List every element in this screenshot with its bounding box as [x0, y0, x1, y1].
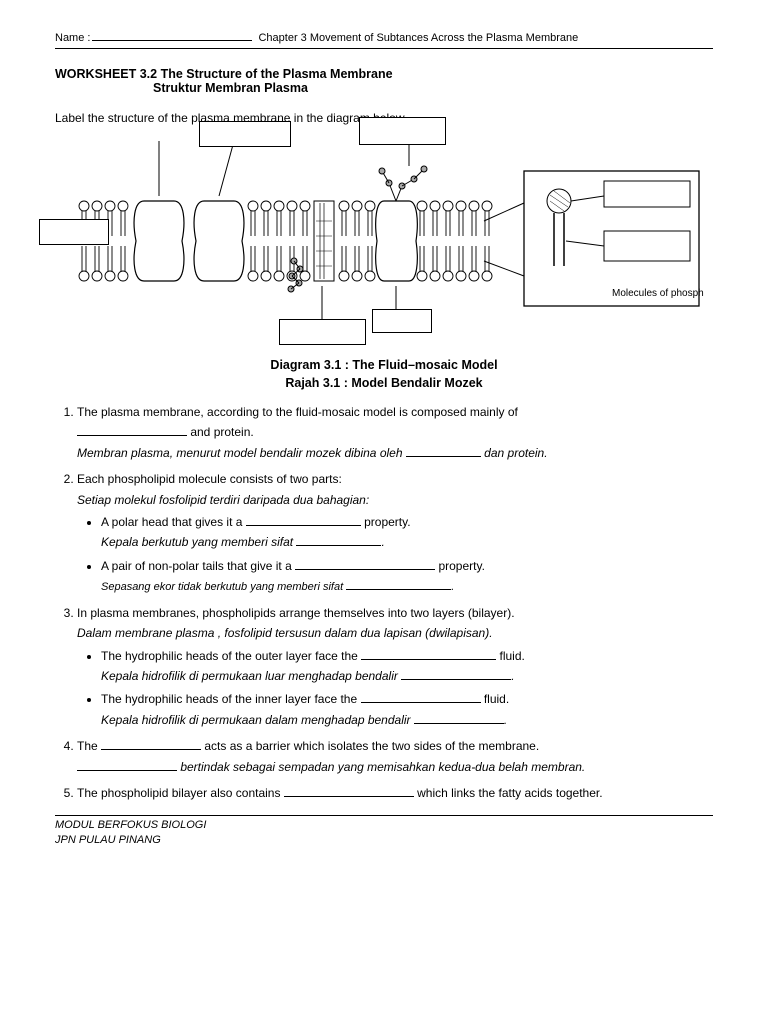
q4-blank[interactable] [101, 738, 201, 750]
q1-blank[interactable] [77, 425, 187, 437]
label-box-top-2[interactable] [359, 117, 446, 145]
caption-en: Diagram 3.1 : The Fluid–mosaic Model [55, 357, 713, 375]
q2b2-blank[interactable] [295, 558, 435, 570]
footer: MODUL BERFOKUS BIOLOGI JPN PULAU PINANG [55, 818, 713, 847]
label-box-top-1[interactable] [199, 121, 291, 147]
q1-blank-ms[interactable] [406, 445, 481, 457]
footer-rule [55, 815, 713, 816]
membrane-diagram: Molecules of phospholipid (function(){ c… [64, 131, 704, 351]
q5-blank[interactable] [284, 785, 414, 797]
worksheet-subtitle: Struktur Membran Plasma [153, 81, 713, 95]
label-box-left[interactable] [39, 219, 109, 245]
q3: In plasma membranes, phospholipids arran… [77, 603, 713, 730]
q3b1-blank-ms[interactable] [401, 668, 511, 680]
inset-caption: Molecules of phospholipid [612, 288, 704, 299]
q1: The plasma membrane, according to the fl… [77, 402, 713, 463]
q2b1-blank-ms[interactable] [296, 535, 381, 547]
q5: The phospholipid bilayer also contains w… [77, 783, 713, 803]
caption-ms: Rajah 3.1 : Model Bendalir Mozek [55, 375, 713, 393]
question-list: The plasma membrane, according to the fl… [55, 402, 713, 803]
name-input-line[interactable] [92, 30, 252, 41]
worksheet-page: Name : Chapter 3 Movement of Subtances A… [0, 0, 768, 1024]
q3b2-blank[interactable] [361, 692, 481, 704]
q3-bullet-1: The hydrophilic heads of the outer layer… [101, 646, 713, 687]
q2: Each phospholipid molecule consists of t… [77, 469, 713, 597]
label-box-bottom-2[interactable] [372, 309, 432, 333]
footer-line-1: MODUL BERFOKUS BIOLOGI [55, 818, 713, 832]
q3b1-blank[interactable] [361, 648, 496, 660]
q4-blank-ms[interactable] [77, 759, 177, 771]
page-header: Name : Chapter 3 Movement of Subtances A… [55, 30, 713, 44]
q2-bullet-1: A polar head that gives it a property. K… [101, 512, 713, 553]
name-label: Name : [55, 32, 90, 44]
chapter-title: Chapter 3 Movement of Subtances Across t… [258, 32, 578, 44]
header-rule [55, 48, 713, 49]
q2-bullet-2: A pair of non-polar tails that give it a… [101, 556, 713, 597]
q4: The acts as a barrier which isolates the… [77, 736, 713, 777]
worksheet-title: WORKSHEET 3.2 The Structure of the Plasm… [55, 67, 713, 81]
q3-bullet-2: The hydrophilic heads of the inner layer… [101, 689, 713, 730]
q2b1-blank[interactable] [246, 514, 361, 526]
label-box-bottom-1[interactable] [279, 319, 366, 345]
q2b2-blank-ms[interactable] [346, 579, 451, 590]
footer-line-2: JPN PULAU PINANG [55, 833, 713, 847]
diagram-caption: Diagram 3.1 : The Fluid–mosaic Model Raj… [55, 357, 713, 392]
q3b2-blank-ms[interactable] [414, 712, 504, 724]
